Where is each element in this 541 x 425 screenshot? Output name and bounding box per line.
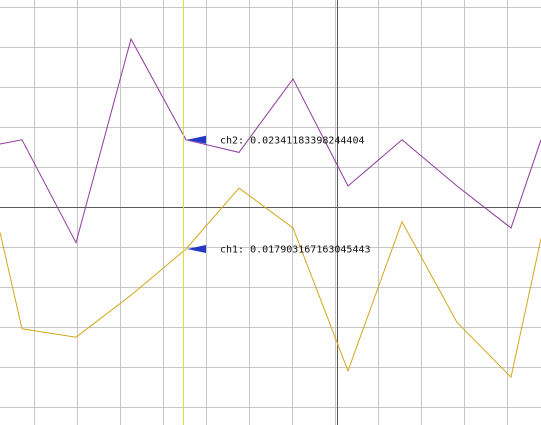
series-line-ch1 (0, 187, 541, 379)
marker-arrow-ch1 (187, 245, 206, 253)
series-line-ch2 (0, 37, 541, 245)
marker-label-ch2: ch2: 0.02341183398244404 (220, 135, 365, 146)
marker-arrow-ch2 (187, 135, 206, 144)
marker-label-ch1: ch1: 0.017903167163045443 (220, 245, 371, 256)
series-layer (0, 37, 541, 379)
marker-layer: ch2: 0.02341183398244404 ch1: 0.017903167… (187, 135, 371, 256)
